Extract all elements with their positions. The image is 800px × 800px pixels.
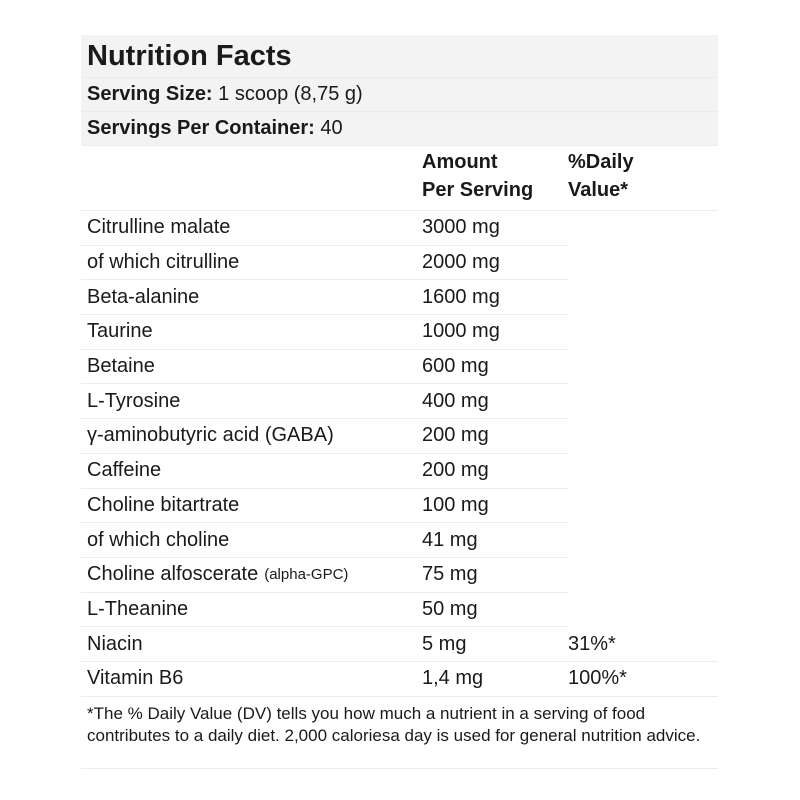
- nutrient-name-cell: Citrulline malate: [81, 211, 422, 246]
- daily-value-cell: [568, 454, 718, 489]
- nutrient-name: Choline alfoscerate: [87, 563, 259, 586]
- amount-cell: 600 mg: [422, 350, 568, 385]
- nutrient-name-cell: γ-aminobutyric acid (GABA): [81, 419, 422, 454]
- daily-value-cell: [568, 384, 718, 419]
- nutrient-name-cell: Niacin: [81, 627, 422, 662]
- nutrient-name-cell: Beta-alanine: [81, 280, 422, 316]
- amount-cell: 1600 mg: [422, 280, 568, 316]
- table-row: Niacin 5 mg 31%*: [81, 627, 718, 662]
- daily-value-cell: [568, 211, 718, 246]
- table-row: Betaine 600 mg: [81, 350, 718, 385]
- amount-cell: 41 mg: [422, 523, 568, 558]
- nutrient-name: Choline bitartrate: [87, 493, 240, 516]
- amount-column-header: Amount Per Serving: [422, 146, 568, 210]
- amount-cell: 2000 mg: [422, 246, 568, 281]
- daily-value-column-header: %Daily Value*: [568, 146, 634, 210]
- daily-value-cell: [568, 246, 718, 281]
- footnote: *The % Daily Value (DV) tells you how mu…: [81, 697, 718, 769]
- nutrient-name-cell: Taurine: [81, 315, 422, 350]
- nutrition-facts-panel: Nutrition Facts Serving Size: 1 scoop (8…: [81, 35, 718, 769]
- nutrient-name-cell: L-Tyrosine: [81, 384, 422, 420]
- table-row: Vitamin B6 1,4 mg 100%*: [81, 662, 718, 697]
- nutrient-name: Taurine: [87, 320, 153, 343]
- amount-cell: 75 mg: [422, 558, 568, 593]
- table-row: γ-aminobutyric acid (GABA) 200 mg: [81, 419, 718, 454]
- nutrient-note: (alpha-GPC): [264, 566, 349, 584]
- nutrient-name-cell: Vitamin B6: [81, 662, 422, 697]
- nutrient-name: L-Theanine: [87, 597, 189, 620]
- amount-cell: 200 mg: [422, 419, 568, 454]
- nutrient-name: of which citrulline: [87, 251, 240, 274]
- nutrient-name-cell: of which choline: [81, 523, 422, 558]
- table-row: Choline alfoscerate (alpha-GPC) 75 mg: [81, 558, 718, 593]
- nutrient-name: of which choline: [87, 528, 230, 551]
- nutrient-name: Caffeine: [87, 459, 162, 482]
- daily-value-cell: [568, 350, 718, 385]
- amount-cell: 200 mg: [422, 454, 568, 489]
- nutrient-table: Citrulline malate 3000 mg of which citrull…: [81, 211, 718, 697]
- serving-size-label: Serving Size:: [87, 83, 213, 105]
- amount-cell: 50 mg: [422, 593, 568, 628]
- table-row: L-Theanine 50 mg: [81, 593, 718, 628]
- table-row: Choline bitartrate 100 mg: [81, 489, 718, 524]
- nutrient-name-cell: of which citrulline: [81, 246, 422, 281]
- table-row: of which citrulline 2000 mg: [81, 246, 718, 281]
- daily-value-cell: [568, 280, 718, 315]
- daily-value-cell: [568, 489, 718, 524]
- daily-value-cell: 31%*: [568, 627, 718, 662]
- daily-value-cell: [568, 315, 718, 350]
- amount-cell: 1000 mg: [422, 315, 568, 350]
- table-row: of which choline 41 mg: [81, 523, 718, 558]
- nutrient-name: Niacin: [87, 632, 143, 655]
- amount-cell: 100 mg: [422, 489, 568, 524]
- nutrient-name: Beta-alanine: [87, 285, 200, 308]
- daily-value-cell: [568, 558, 718, 593]
- column-header-row: Amount Per Serving %Daily Value*: [81, 146, 718, 211]
- nutrient-name-cell: Choline alfoscerate (alpha-GPC): [81, 558, 422, 593]
- daily-value-cell: [568, 593, 718, 628]
- panel-title: Nutrition Facts: [81, 35, 718, 78]
- table-row: Taurine 1000 mg: [81, 315, 718, 350]
- nutrient-name-cell: Betaine: [81, 350, 422, 385]
- nutrient-name: Betaine: [87, 355, 155, 378]
- servings-per-container-value: 40: [314, 117, 343, 139]
- dv-header-line2: Value*: [568, 179, 629, 201]
- servings-per-container-row: Servings Per Container: 40: [81, 112, 718, 146]
- daily-value-cell: 100%*: [568, 662, 718, 697]
- servings-per-container-label: Servings Per Container:: [87, 117, 315, 139]
- nutrient-name: Citrulline malate: [87, 216, 231, 239]
- daily-value-cell: [568, 523, 718, 558]
- table-row: Citrulline malate 3000 mg: [81, 211, 718, 246]
- amount-header-line2: Per Serving: [422, 179, 534, 201]
- amount-header-line1: Amount: [422, 151, 498, 173]
- nutrient-name-cell: Choline bitartrate: [81, 489, 422, 524]
- amount-cell: 5 mg: [422, 627, 568, 662]
- nutrient-name: L-Tyrosine: [87, 389, 181, 412]
- nutrient-column-header: [81, 146, 422, 210]
- serving-size-value: 1 scoop (8,75 g): [212, 83, 363, 105]
- daily-value-cell: [568, 419, 718, 454]
- nutrient-name-cell: Caffeine: [81, 454, 422, 489]
- dv-header-line1: %Daily: [568, 151, 634, 173]
- nutrient-name: γ-aminobutyric acid (GABA): [87, 424, 334, 447]
- amount-cell: 3000 mg: [422, 211, 568, 246]
- serving-size-row: Serving Size: 1 scoop (8,75 g): [81, 78, 718, 112]
- amount-cell: 400 mg: [422, 384, 568, 420]
- table-row: Beta-alanine 1600 mg: [81, 280, 718, 316]
- table-row: L-Tyrosine 400 mg: [81, 384, 718, 420]
- amount-cell: 1,4 mg: [422, 662, 568, 697]
- nutrient-name-cell: L-Theanine: [81, 593, 422, 628]
- table-row: Caffeine 200 mg: [81, 454, 718, 489]
- nutrient-name: Vitamin B6: [87, 667, 184, 690]
